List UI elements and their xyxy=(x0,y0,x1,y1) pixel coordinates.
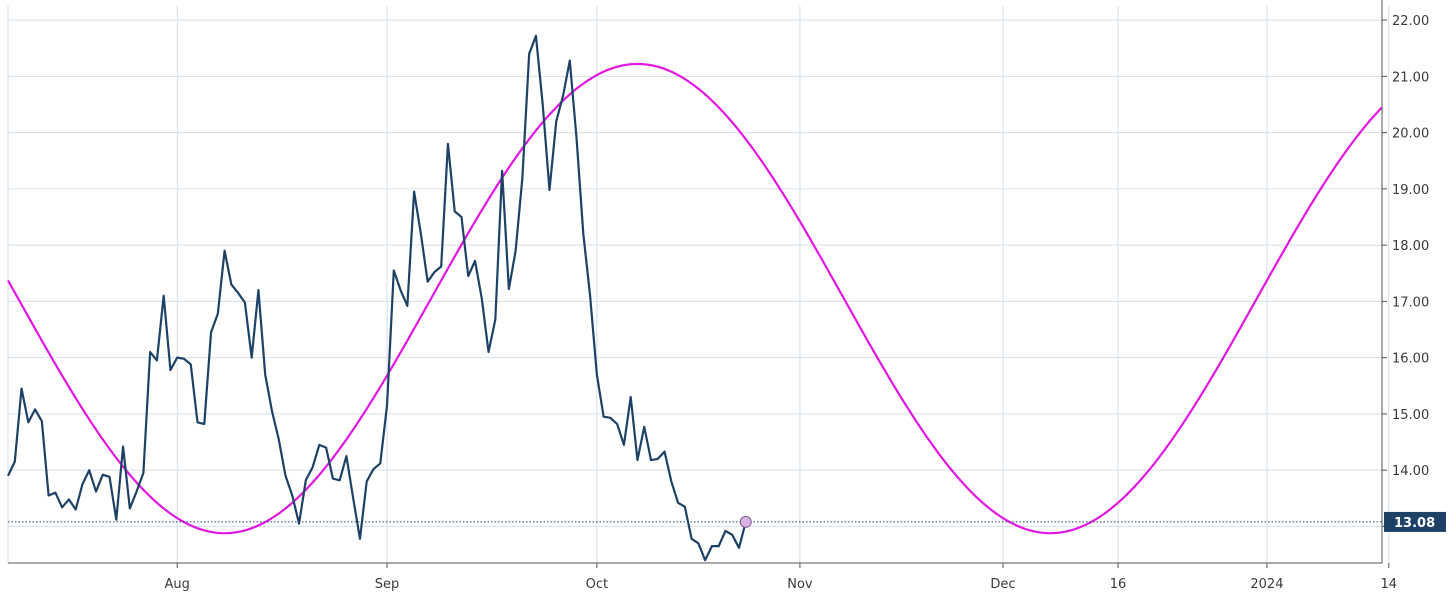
price-line xyxy=(7,34,747,562)
y-tick-label: 18.00 xyxy=(1392,239,1429,254)
last-point-marker xyxy=(739,515,752,528)
series-layer xyxy=(7,34,1383,562)
last-value-label: 13.08 xyxy=(1394,516,1435,531)
y-tick-label: 14.00 xyxy=(1392,464,1429,479)
x-tick-label: Aug xyxy=(165,577,190,592)
cycle-line xyxy=(7,62,1383,535)
y-tick-label: 19.00 xyxy=(1392,183,1429,198)
axis-layer: 22.00 21.00 20.00 19.00 18.00 17.00 16.00 15.00… xyxy=(8,0,1446,592)
x-tick-label: 16 xyxy=(1110,577,1127,592)
x-tick-label: Sep xyxy=(375,577,400,592)
grid-layer xyxy=(7,6,1390,563)
y-tick-label: 15.00 xyxy=(1392,408,1429,423)
last-value-badge xyxy=(1384,511,1446,532)
y-tick-label: 17.00 xyxy=(1392,295,1429,310)
x-tick-label: Oct xyxy=(586,577,608,592)
x-tick-label: Dec xyxy=(990,577,1015,592)
y-tick-label: 22.00 xyxy=(1392,14,1429,29)
y-tick-label: 20.00 xyxy=(1392,127,1429,142)
x-tick-label: 2024 xyxy=(1250,577,1283,592)
x-tick-label: 14 xyxy=(1380,577,1397,592)
y-tick-label: 21.00 xyxy=(1392,70,1429,85)
y-tick-label: 16.00 xyxy=(1392,352,1429,367)
x-tick-label: Nov xyxy=(787,577,813,592)
